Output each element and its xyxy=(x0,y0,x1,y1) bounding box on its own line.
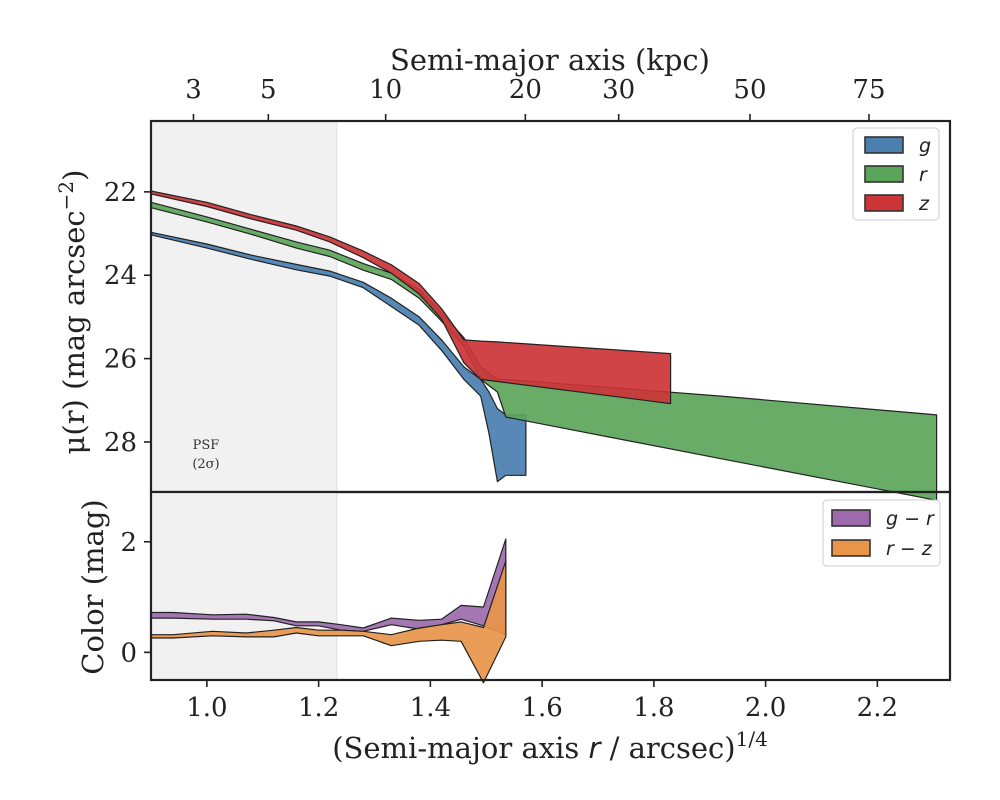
bottom-ytick-label: 2 xyxy=(120,528,137,558)
top-ytick-label: 22 xyxy=(104,178,137,208)
top-panel-legend: grz xyxy=(852,127,940,221)
top-legend-label-r: r xyxy=(919,164,928,186)
top-panel-yticks: 22 24 26 28 xyxy=(104,178,151,458)
top-ytick-label: 24 xyxy=(104,261,137,291)
top-ytick-label: 28 xyxy=(104,428,137,458)
top-kpc-tick-label: 75 xyxy=(852,75,885,105)
bottom-panel-psf-shade xyxy=(151,492,337,680)
surface-brightness-panel: 22 24 26 28 3 5 10 20 30 50 75 PSF (2σ) Semi-majo… xyxy=(54,43,952,501)
top-legend-swatch-g xyxy=(864,136,904,154)
top-area-g xyxy=(150,231,527,483)
top-area-z xyxy=(150,190,672,405)
bottom-xtick-label: 2.0 xyxy=(745,693,786,723)
bottom-xtick-label: 1.2 xyxy=(298,693,339,723)
top-legend-swatch-r xyxy=(864,165,904,183)
bottom-area-r-z xyxy=(150,560,507,684)
bottom-panel-xticks: 1.0 1.2 1.4 1.6 1.8 2.0 2.2 xyxy=(186,680,898,723)
bottom-yaxis-label: Color (mag) xyxy=(76,499,110,674)
top-panel-kpc-ticks: 3 5 10 20 30 50 75 xyxy=(185,75,886,121)
top-legend-label-z: z xyxy=(918,193,930,215)
bottom-ytick-label: 0 xyxy=(120,638,137,668)
bottom-panel-frame xyxy=(149,490,952,682)
top-yaxis-label: μ(r) (mag arcsec−2) xyxy=(54,170,91,455)
top-panel-psf-shade xyxy=(151,121,337,492)
bottom-panel-legend: g − r r − z xyxy=(822,499,941,567)
bottom-legend-label-g-r: g − r xyxy=(886,508,935,530)
bottom-xtick-label: 1.4 xyxy=(410,693,451,723)
bottom-legend-swatch-r-z xyxy=(831,539,871,557)
top-legend-swatch-z xyxy=(864,194,904,212)
bottom-xtick-label: 1.6 xyxy=(521,693,562,723)
bottom-xtick-label: 1.8 xyxy=(633,693,674,723)
psf-label-line2: (2σ) xyxy=(192,457,219,472)
bottom-legend-label-r-z: r − z xyxy=(886,538,933,560)
top-ytick-label: 26 xyxy=(104,345,137,375)
top-kpc-tick-label: 5 xyxy=(260,75,277,105)
psf-label-line1: PSF xyxy=(193,438,220,453)
top-kpc-tick-label: 3 xyxy=(185,75,202,105)
bottom-legend-swatch-g-r xyxy=(831,509,871,527)
bottom-xtick-label: 1.0 xyxy=(186,693,227,723)
top-xaxis-label: Semi-major axis (kpc) xyxy=(390,43,710,77)
top-kpc-tick-label: 50 xyxy=(733,75,766,105)
top-kpc-tick-label: 10 xyxy=(369,75,402,105)
bottom-xtick-label: 2.2 xyxy=(857,693,898,723)
bottom-panel-yticks: 02 xyxy=(120,528,151,668)
color-panel: 02 1.0 1.2 1.4 1.6 1.8 2.0 2.2 Color (mag) (Se… xyxy=(76,490,952,765)
bottom-panel-areas xyxy=(150,538,507,684)
top-kpc-tick-label: 30 xyxy=(602,75,635,105)
bottom-xaxis-label: (Semi-major axis r / arcsec)1/4 xyxy=(332,727,768,765)
top-kpc-tick-label: 20 xyxy=(509,75,542,105)
top-legend-label-g: g xyxy=(919,135,931,157)
